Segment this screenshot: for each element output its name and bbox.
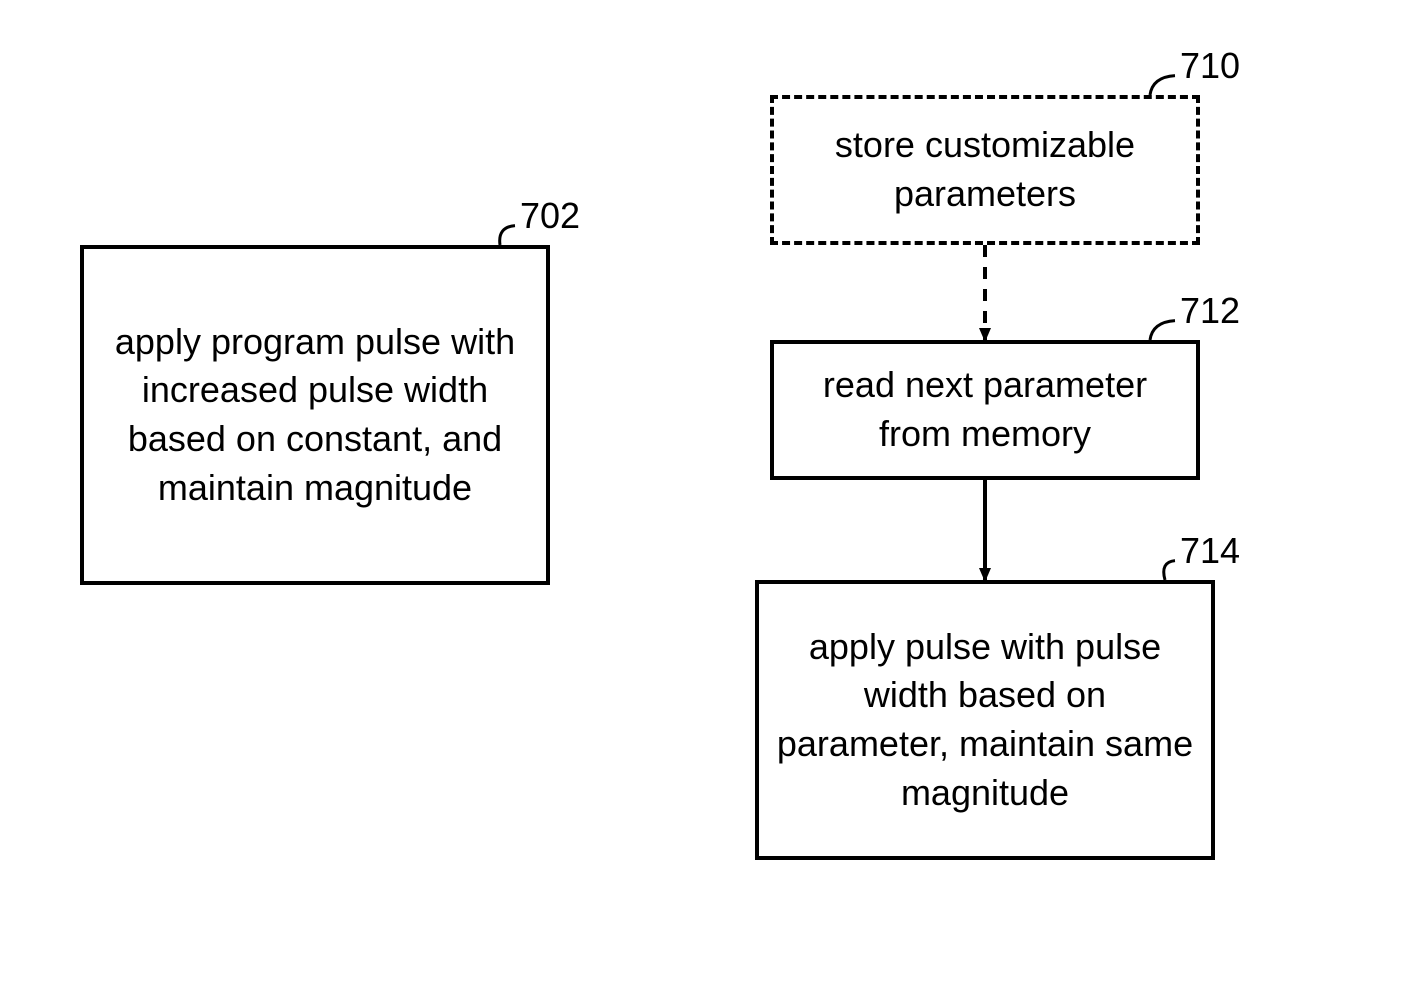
flowchart-label-710: 710 (1180, 45, 1240, 87)
flowchart-node-714-text: apply pulse with pulse width based on pa… (773, 623, 1197, 817)
flowchart-node-712-text: read next parameter from memory (788, 361, 1182, 458)
flowchart-node-710: store customizable parameters (770, 95, 1200, 245)
flowchart-label-712: 712 (1180, 290, 1240, 332)
flowchart-node-702-text: apply program pulse with increased pulse… (98, 318, 532, 512)
flowchart-node-702: apply program pulse with increased pulse… (80, 245, 550, 585)
flowchart-label-714: 714 (1180, 530, 1240, 572)
flowchart-node-710-text: store customizable parameters (788, 121, 1182, 218)
flowchart-node-714: apply pulse with pulse width based on pa… (755, 580, 1215, 860)
flowchart-node-712: read next parameter from memory (770, 340, 1200, 480)
flowchart-canvas: apply program pulse with increased pulse… (0, 0, 1409, 1000)
flowchart-label-702: 702 (520, 195, 580, 237)
